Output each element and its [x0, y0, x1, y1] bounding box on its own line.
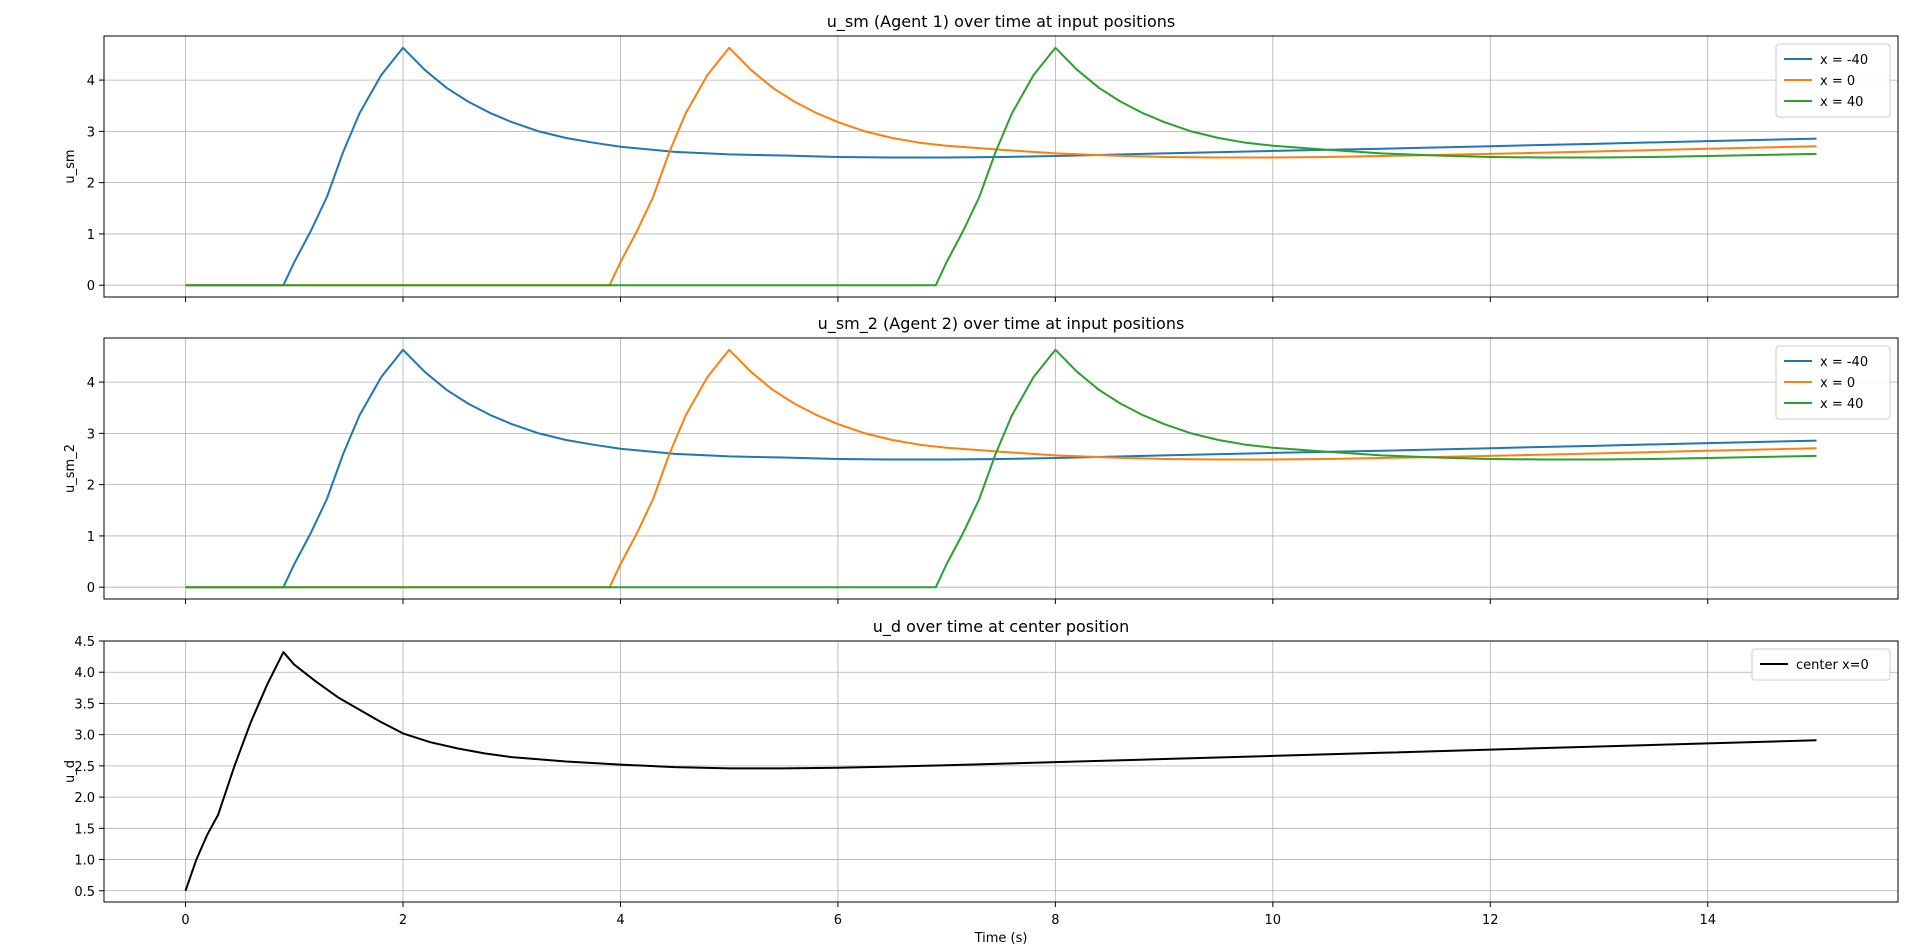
- y-tick-label: 0: [87, 581, 95, 596]
- legend: x = -40 x = 0 x = 40: [1775, 43, 1891, 118]
- y-tick-label: 2.5: [74, 760, 95, 775]
- y-tick-label: 4.0: [74, 666, 95, 681]
- axes-frame: [103, 35, 1899, 298]
- y-tick-label: 1.5: [74, 822, 95, 837]
- x-axis-label: Time (s): [974, 931, 1028, 946]
- y-axis-label: u_sm_2: [63, 444, 78, 493]
- series-line: [185, 348, 1817, 589]
- chart-panel-2: 0 1 2 3 4 u_sm_2 (Agent 2) over time at input…: [63, 314, 1899, 604]
- y-tick-label: 3: [87, 125, 95, 140]
- y-tick-label: 2.0: [74, 791, 95, 806]
- x-tick-label: 4: [616, 913, 624, 928]
- legend: x = -40 x = 0 x = 40: [1775, 345, 1891, 420]
- y-tick-label: 1.0: [74, 854, 95, 869]
- axes-frame: [103, 337, 1899, 600]
- x-tick-label: 10: [1265, 913, 1282, 928]
- y-tick-label: 4: [87, 74, 95, 89]
- y-axis-label: u_sm: [63, 149, 78, 183]
- chart-panel-3: 0 2 4 6 8 10 12 14 0.5 1.0 1.5 2.0 2.5 3.0 3.5 4.0 4.5 u_…: [63, 617, 1899, 946]
- chart-title: u_sm_2 (Agent 2) over time at input posi…: [818, 314, 1185, 334]
- legend-box: [1751, 648, 1891, 681]
- legend-label: x = 40: [1820, 95, 1863, 110]
- series-line: [184, 651, 1817, 892]
- y-tick-label: 0.5: [74, 885, 95, 900]
- x-tick-label: 8: [1051, 913, 1059, 928]
- y-tick-label: 4.5: [74, 635, 95, 650]
- y-tick-label: 1: [87, 228, 95, 243]
- series-line: [185, 46, 1817, 287]
- chart-title: u_d over time at center position: [873, 617, 1129, 637]
- legend-label: center x=0: [1796, 658, 1869, 673]
- x-tick-label: 6: [834, 913, 842, 928]
- legend-label: x = 0: [1820, 74, 1855, 89]
- legend-label: x = -40: [1820, 355, 1868, 370]
- series-line: [185, 46, 1817, 287]
- chart-title: u_sm (Agent 1) over time at input positi…: [827, 12, 1175, 32]
- legend-box: [1775, 345, 1891, 420]
- x-tick-label: 12: [1482, 913, 1499, 928]
- axes-frame: [103, 640, 1899, 903]
- series-line: [185, 348, 1817, 589]
- y-tick-label: 2: [87, 177, 95, 192]
- legend: center x=0: [1751, 648, 1891, 681]
- legend-label: x = -40: [1820, 53, 1868, 68]
- legend-label: x = 40: [1820, 397, 1863, 412]
- y-axis-label: u_d: [63, 760, 78, 783]
- y-tick-label: 4: [87, 376, 95, 391]
- chart-panel-1: 0 1 2 3 4 u_sm (Agent 1) over time at input p…: [63, 12, 1899, 302]
- series-line: [185, 46, 1817, 287]
- y-tick-label: 1: [87, 530, 95, 545]
- y-tick-label: 3: [87, 427, 95, 442]
- y-tick-label: 0: [87, 279, 95, 294]
- y-tick-label: 3.0: [74, 729, 95, 744]
- legend-label: x = 0: [1820, 376, 1855, 391]
- legend-box: [1775, 43, 1891, 118]
- y-tick-label: 3.5: [74, 697, 95, 712]
- x-tick-label: 14: [1699, 913, 1716, 928]
- series-line: [185, 348, 1817, 589]
- y-tick-label: 2: [87, 479, 95, 494]
- x-tick-label: 0: [181, 913, 189, 928]
- x-tick-label: 2: [399, 913, 407, 928]
